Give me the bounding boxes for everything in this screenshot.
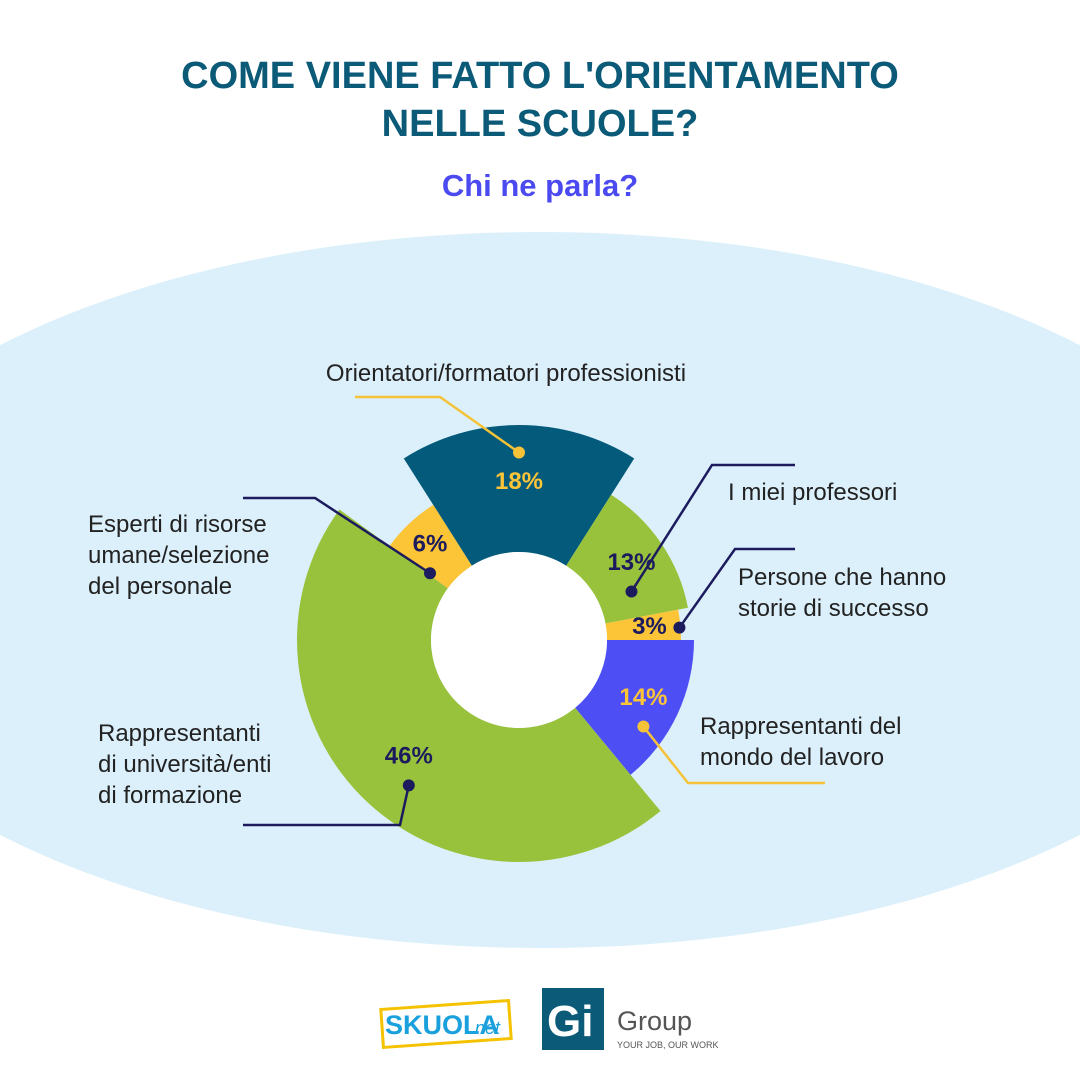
skuola-logo: SKUOLA .net (379, 998, 513, 1050)
value-label: 6% (413, 531, 448, 558)
callout-line (243, 496, 431, 575)
callout-line (642, 725, 825, 785)
slice (575, 640, 694, 775)
logo-text: SKUOLA (385, 1010, 499, 1040)
slice (403, 425, 635, 566)
category-label: Rappresentanti di università/enti di for… (98, 720, 272, 809)
logo-bg (379, 998, 513, 1050)
logo-bg (542, 988, 604, 1050)
callout-line (678, 547, 795, 629)
value-label: 13% (607, 549, 655, 576)
callout-line (630, 463, 795, 593)
callout-dot (513, 446, 525, 459)
chart-subtitle: Chi ne parla? (441, 168, 639, 203)
value-label: 3% (632, 613, 667, 640)
slice (566, 494, 688, 624)
value-label: 46% (385, 743, 433, 770)
logo-text: Group (617, 1006, 692, 1036)
slice (296, 509, 661, 863)
category-label: Persone che hanno storie di successo (738, 564, 947, 622)
callout-line (243, 785, 411, 827)
chart-title: COME VIENE FATTO L'ORIENTAMENTO NELLE SC… (181, 55, 899, 145)
slice (389, 504, 472, 589)
value-label: 18% (495, 468, 543, 495)
logo-text: Gi (547, 997, 593, 1046)
category-label: I miei professori (728, 479, 898, 506)
callout-dot (637, 720, 650, 733)
category-label: Orientatori/formatori professionisti (325, 360, 687, 387)
logo-text: YOUR JOB, OUR WORK (617, 1040, 719, 1050)
callout-line (355, 395, 520, 454)
donut-hole (431, 552, 607, 728)
slice (605, 609, 681, 640)
callout-dot (424, 567, 437, 580)
gigroup-logo: Gi Group YOUR JOB, OUR WORK (542, 988, 719, 1050)
category-label: Esperti di risorse umane/selezione del p… (88, 511, 270, 600)
logo-text: .net (470, 1018, 501, 1038)
category-label: Rappresentanti del mondo del lavoro (700, 713, 902, 771)
callout-dot (402, 779, 415, 792)
callout-dot (673, 621, 686, 634)
callout-dot (625, 585, 638, 598)
value-label: 14% (619, 684, 667, 711)
